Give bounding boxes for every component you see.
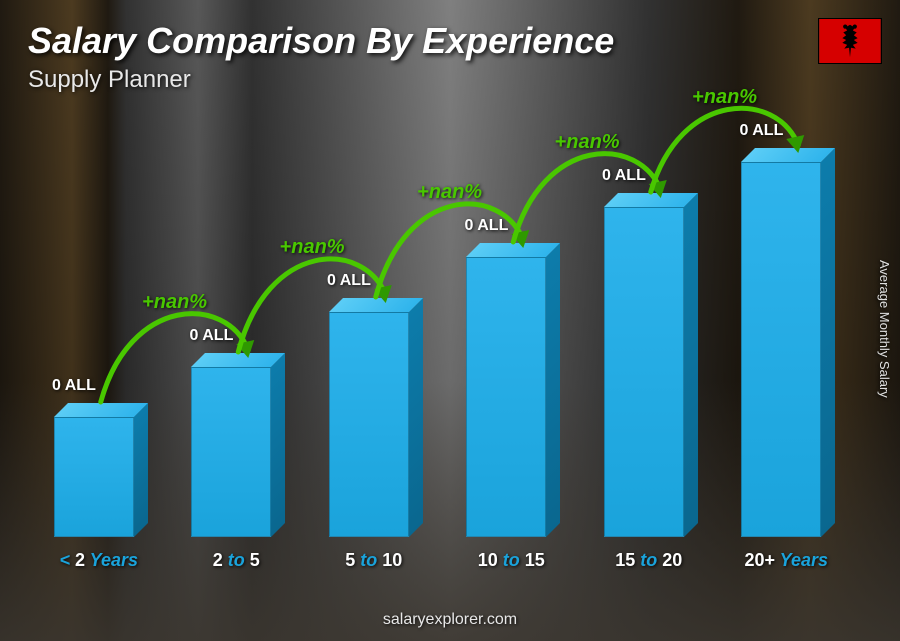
bar-value-label: 0 ALL [327, 272, 371, 290]
growth-label: +nan% [280, 236, 345, 259]
bar-value-label: 0 ALL [190, 327, 234, 345]
bar-value-label: 0 ALL [465, 217, 509, 235]
growth-label: +nan% [142, 291, 207, 314]
growth-label: +nan% [555, 131, 620, 154]
title-block: Salary Comparison By Experience Supply P… [28, 20, 614, 94]
bar-value-label: 0 ALL [602, 167, 646, 185]
bar-slot: 0 ALL [168, 120, 306, 537]
bar-value-label: 0 ALL [740, 122, 784, 140]
x-label: 2 to 5 [168, 550, 306, 571]
bar-slot: 0 ALL [30, 120, 168, 537]
bar [329, 312, 419, 537]
chart-title: Salary Comparison By Experience [28, 20, 614, 62]
x-label: 10 to 15 [443, 550, 581, 571]
x-label: < 2 Years [30, 550, 168, 571]
bar [54, 417, 144, 537]
x-label: 15 to 20 [580, 550, 718, 571]
bar [191, 367, 281, 537]
chart-area: 0 ALL 0 ALL 0 ALL 0 ALL 0 ALL 0 ALL < 2 Years… [30, 120, 855, 571]
x-label: 20+ Years [718, 550, 856, 571]
growth-label: +nan% [417, 181, 482, 204]
footer-credit: salaryexplorer.com [0, 611, 900, 629]
bar-slot: 0 ALL [718, 120, 856, 537]
chart-canvas: Salary Comparison By Experience Supply P… [0, 0, 900, 641]
y-axis-label: Average Monthly Salary [877, 260, 892, 398]
growth-label: +nan% [692, 86, 757, 109]
x-label: 5 to 10 [305, 550, 443, 571]
bar-value-label: 0 ALL [52, 377, 96, 395]
bar [604, 207, 694, 537]
bar [466, 257, 556, 537]
bar-slot: 0 ALL [580, 120, 718, 537]
albania-flag-icon [818, 18, 882, 64]
x-labels-row: < 2 Years2 to 55 to 1010 to 1515 to 2020… [30, 550, 855, 571]
bar [741, 162, 831, 537]
chart-subtitle: Supply Planner [28, 66, 614, 94]
